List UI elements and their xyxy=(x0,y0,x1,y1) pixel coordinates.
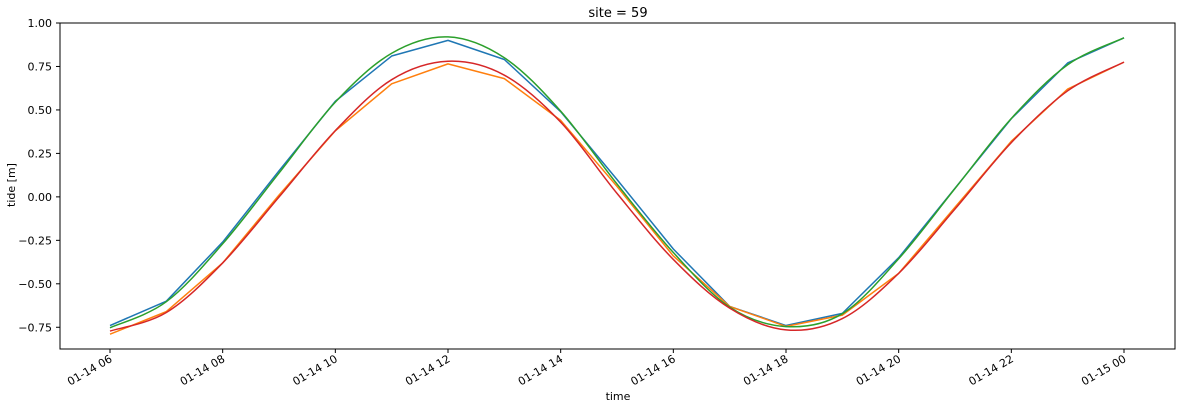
x-tick-label: 01-14 20 xyxy=(854,352,903,388)
y-tick-label: 0.25 xyxy=(28,147,53,160)
x-tick-label: 01-14 22 xyxy=(966,352,1015,388)
y-axis-label: tide [m] xyxy=(5,163,18,207)
x-tick-label: 01-14 08 xyxy=(178,352,227,388)
series-line-1 xyxy=(109,37,1125,327)
x-tick-label: 01-14 06 xyxy=(65,352,114,388)
y-tick-label: 0.75 xyxy=(28,60,53,73)
y-tick-label: −0.25 xyxy=(18,234,52,247)
series-lines xyxy=(109,36,1125,335)
x-axis-label: time xyxy=(606,390,631,403)
x-tick-label: 01-14 12 xyxy=(403,352,452,388)
series-line-2 xyxy=(109,61,1125,335)
y-tick-label: 1.00 xyxy=(28,17,53,30)
chart-title: site = 59 xyxy=(588,6,647,21)
axes: 1.00 0.75 0.50 0.25 0.00 −0.25 −0.50 −0.75 01-14… xyxy=(18,17,1176,388)
x-tick-label: 01-15 00 xyxy=(1079,352,1128,388)
y-tick-label: −0.50 xyxy=(18,278,52,291)
series-line-4 xyxy=(109,60,1125,332)
x-tick-label: 01-14 10 xyxy=(290,352,339,388)
x-tick-label: 01-14 14 xyxy=(516,352,565,388)
series-line-3 xyxy=(109,36,1125,329)
x-tick-label: 01-14 18 xyxy=(741,352,790,388)
x-tick-label: 01-14 16 xyxy=(628,352,677,388)
plot-frame xyxy=(59,22,1176,350)
y-tick-label: 0.50 xyxy=(28,104,53,117)
y-tick-label: −0.75 xyxy=(18,321,52,334)
y-tick-label: 0.00 xyxy=(28,191,53,204)
